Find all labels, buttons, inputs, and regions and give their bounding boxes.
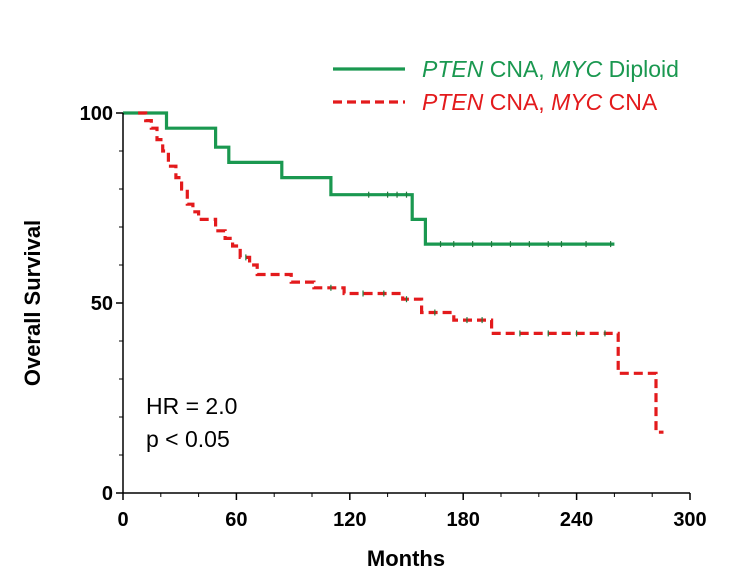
hazard-ratio-label: HR = 2.0 (146, 393, 237, 419)
plot-area (123, 111, 664, 434)
x-tick-label: 0 (117, 509, 128, 531)
series-line-2 (138, 111, 664, 434)
legend-label-1: PTEN CNA, MYC Diploid (422, 56, 679, 82)
series-line-1 (123, 111, 615, 246)
annotations: HR = 2.0 p < 0.05 (146, 393, 237, 452)
legend: PTEN CNA, MYC Diploid PTEN CNA, MYC CNA (333, 56, 679, 115)
y-axis: 0 50 100 (80, 103, 124, 505)
y-tick-label: 50 (91, 293, 113, 315)
y-axis-title: Overall Survival (20, 220, 45, 386)
p-value-label: p < 0.05 (146, 426, 230, 452)
x-axis-title: Months (367, 546, 445, 571)
x-tick-label: 300 (673, 509, 706, 531)
x-tick-label: 180 (447, 509, 480, 531)
x-tick-label: 120 (333, 509, 366, 531)
x-axis: 0 60 120 180 240 300 (117, 492, 707, 531)
y-tick-label: 100 (80, 103, 113, 125)
x-tick-label: 60 (225, 509, 247, 531)
x-tick-label: 240 (560, 509, 593, 531)
legend-label-2: PTEN CNA, MYC CNA (422, 89, 658, 115)
y-tick-label: 0 (102, 483, 113, 505)
